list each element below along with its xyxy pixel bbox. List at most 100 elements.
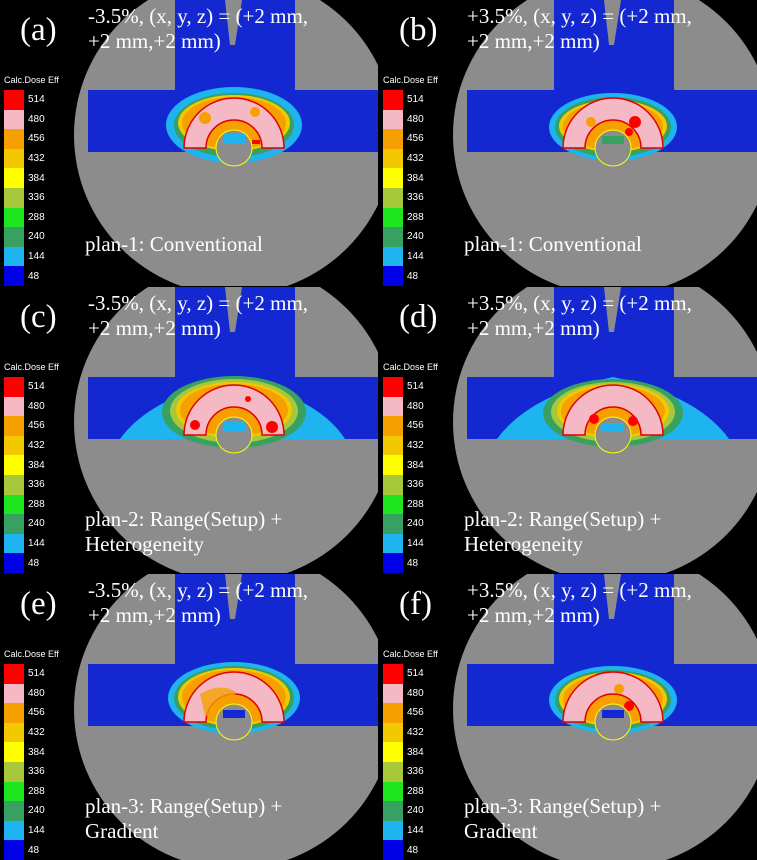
- legend-title: Calc.Dose Eff: [4, 75, 59, 85]
- legend-label: 336: [28, 479, 45, 491]
- legend-row: 240: [383, 227, 463, 247]
- legend-row: 240: [4, 801, 84, 821]
- legend-title: Calc.Dose Eff: [4, 649, 59, 659]
- shift-line-2: +2 mm,+2 mm): [467, 29, 600, 53]
- legend-row: 240: [4, 514, 84, 534]
- legend-rows: 514 480 456 432 384 336 288 240 144 48: [383, 90, 463, 286]
- legend-label: 514: [407, 381, 424, 393]
- legend-row: 288: [4, 494, 84, 515]
- legend-rows: 514 480 456 432 384 336 288 240 144 48: [383, 664, 463, 860]
- legend-swatch: [383, 435, 403, 456]
- plan-line-1: plan-2: Range(Setup) +: [464, 507, 662, 531]
- legend-label: 514: [407, 94, 424, 106]
- dose-map-image: [453, 574, 757, 860]
- legend-label: 336: [407, 479, 424, 491]
- legend-label: 336: [407, 192, 424, 204]
- legend-row: 514: [4, 90, 84, 110]
- panel-c: (c) -3.5%, (x, y, z) = (+2 mm, +2 mm,+2 …: [0, 287, 378, 573]
- legend-swatch: [4, 227, 24, 247]
- legend-label: 456: [407, 707, 424, 719]
- dose-legend: Calc.Dose Eff 514 480 456 432 384 336 288 240 14…: [383, 362, 463, 573]
- dose-legend: Calc.Dose Eff 514 480 456 432 384 336 288 240 14…: [4, 649, 84, 860]
- legend-row: 240: [4, 227, 84, 247]
- legend-swatch: [383, 820, 403, 841]
- legend-label: 432: [407, 727, 424, 739]
- legend-swatch: [383, 90, 403, 110]
- shift-label: +3.5%, (x, y, z) = (+2 mm, +2 mm,+2 mm): [467, 578, 692, 628]
- plan-line-1: plan-2: Range(Setup) +: [85, 507, 283, 531]
- legend-swatch: [383, 416, 403, 436]
- legend-row: 288: [383, 781, 463, 802]
- legend-swatch: [383, 129, 403, 149]
- legend-swatch: [383, 109, 403, 130]
- shift-label: +3.5%, (x, y, z) = (+2 mm, +2 mm,+2 mm): [467, 4, 692, 54]
- legend-row: 336: [4, 187, 84, 208]
- legend-label: 240: [407, 805, 424, 817]
- legend-label: 384: [28, 746, 45, 758]
- legend-label: 514: [407, 668, 424, 680]
- legend-row: 480: [383, 109, 463, 130]
- legend-swatch: [4, 494, 24, 515]
- legend-row: 384: [4, 742, 84, 762]
- shift-line-2: +2 mm,+2 mm): [467, 603, 600, 627]
- shift-line-2: +2 mm,+2 mm): [88, 603, 221, 627]
- legend-swatch: [383, 553, 403, 573]
- legend-label: 384: [407, 459, 424, 471]
- plan-label: plan-1: Conventional: [464, 232, 642, 257]
- panel-e: (e) -3.5%, (x, y, z) = (+2 mm, +2 mm,+2 …: [0, 574, 378, 860]
- legend-row: 432: [383, 722, 463, 743]
- legend-label: 288: [28, 785, 45, 797]
- legend-label: 288: [407, 211, 424, 223]
- legend-label: 336: [28, 192, 45, 204]
- legend-swatch: [383, 266, 403, 286]
- legend-row: 456: [383, 416, 463, 436]
- legend-row: 432: [383, 435, 463, 456]
- dose-map-image: [453, 287, 757, 573]
- legend-swatch: [4, 435, 24, 456]
- legend-swatch: [383, 187, 403, 208]
- legend-swatch: [383, 533, 403, 554]
- legend-label: 48: [28, 270, 40, 282]
- legend-row: 144: [4, 246, 84, 267]
- legend-rows: 514 480 456 432 384 336 288 240 144 48: [383, 377, 463, 573]
- legend-label: 336: [28, 766, 45, 778]
- legend-label: 384: [407, 172, 424, 184]
- legend-swatch: [383, 840, 403, 860]
- legend-label: 48: [407, 557, 419, 569]
- legend-row: 514: [383, 664, 463, 684]
- legend-swatch: [383, 148, 403, 169]
- panel-tag: (f): [399, 586, 432, 622]
- legend-swatch: [4, 266, 24, 286]
- legend-label: 514: [28, 94, 45, 106]
- dose-legend: Calc.Dose Eff 514 480 456 432 384 336 288 240 14…: [383, 649, 463, 860]
- legend-swatch: [383, 664, 403, 684]
- panel-b: (b) +3.5%, (x, y, z) = (+2 mm, +2 mm,+2 …: [379, 0, 757, 286]
- panel-a: (a) -3.5%, (x, y, z) = (+2 mm, +2 mm,+2 …: [0, 0, 378, 286]
- legend-label: 432: [28, 153, 45, 165]
- panel-tag: (e): [20, 586, 57, 622]
- legend-swatch: [4, 455, 24, 475]
- legend-row: 456: [4, 703, 84, 723]
- panel-f: (f) +3.5%, (x, y, z) = (+2 mm, +2 mm,+2 …: [379, 574, 757, 860]
- legend-row: 48: [4, 266, 84, 286]
- shift-line-2: +2 mm,+2 mm): [88, 29, 221, 53]
- legend-label: 240: [407, 231, 424, 243]
- plan-line-1: plan-3: Range(Setup) +: [464, 794, 662, 818]
- legend-label: 288: [28, 211, 45, 223]
- legend-row: 384: [383, 168, 463, 188]
- legend-row: 336: [4, 474, 84, 495]
- legend-label: 514: [28, 381, 45, 393]
- legend-label: 288: [407, 785, 424, 797]
- legend-swatch: [383, 683, 403, 704]
- legend-swatch: [4, 703, 24, 723]
- legend-label: 384: [28, 172, 45, 184]
- shift-line-1: +3.5%, (x, y, z) = (+2 mm,: [467, 4, 692, 28]
- legend-row: 480: [4, 683, 84, 704]
- legend-swatch: [383, 781, 403, 802]
- legend-label: 144: [407, 538, 424, 550]
- legend-row: 432: [4, 148, 84, 169]
- plan-label: plan-3: Range(Setup) + Gradient: [464, 794, 661, 844]
- shift-line-1: -3.5%, (x, y, z) = (+2 mm,: [88, 291, 309, 315]
- legend-label: 144: [407, 825, 424, 837]
- plan-line-2: Gradient: [85, 819, 159, 843]
